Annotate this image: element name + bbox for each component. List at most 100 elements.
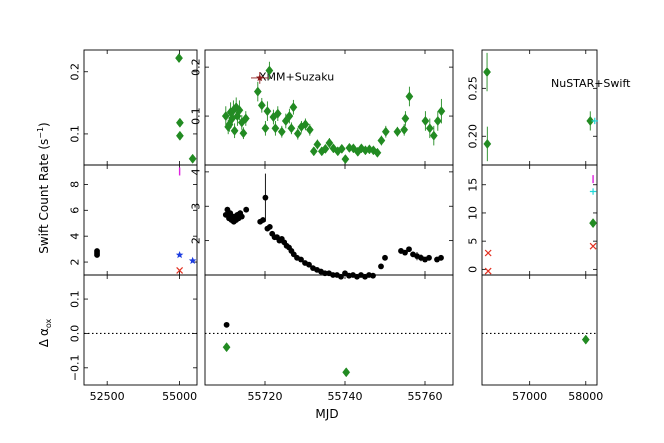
panel-frame-top-left: [83, 49, 198, 166]
y-tick-label: 0.1: [69, 125, 82, 143]
y-tick-label: 15: [467, 178, 480, 192]
y-tick-label: 0.0: [69, 325, 82, 343]
y-tick-label: 0: [467, 266, 480, 273]
data-point-top-mid-green: [305, 124, 314, 135]
data-point-bottom-mid-black: [223, 321, 230, 328]
data-point-top-mid-green: [321, 143, 330, 154]
y-tick-label: 2: [190, 237, 203, 244]
data-point-top-mid-green: [285, 111, 294, 122]
x-tick-label: 55720: [248, 390, 283, 403]
data-point-top-mid-green: [287, 123, 296, 134]
x-axis-label: MJD: [315, 407, 338, 421]
data-point-top-left-green: [175, 53, 183, 64]
chart-panels: 0.1 0.2 0.1 0.2 0.20 0.25 2 4 6 8 2 3 4 0 5 10 15 −0.1 0.0…: [69, 49, 603, 403]
data-point-top-mid-green: [433, 115, 442, 126]
data-point-top-mid-green: [309, 146, 318, 157]
data-point-top-mid-green: [235, 105, 244, 116]
annotation-label: NuSTAR+Swift: [551, 77, 631, 90]
data-point-top-right-green: [586, 115, 595, 126]
data-point-top-mid-green: [271, 123, 280, 134]
data-point-mid-mid-black: [238, 213, 245, 220]
y-tick-label: 0.1: [69, 290, 82, 308]
data-point-top-mid-green: [337, 143, 346, 154]
panel-frame-bottom-left: [83, 274, 198, 386]
data-point-mid-mid-black: [382, 254, 388, 261]
panel-frame-mid-right: [481, 164, 598, 276]
y-axis-label-count-rate-main: Swift Count Rate (s: [37, 139, 51, 254]
data-point-top-mid-green: [429, 130, 438, 141]
data-point-top-mid-green: [253, 86, 262, 97]
data-point-mid-left-red: [176, 267, 184, 274]
data-point-top-mid-green: [313, 139, 322, 150]
data-point-top-mid-green: [373, 147, 382, 158]
y-tick-label: 2: [69, 259, 82, 266]
data-point-top-right-green: [483, 67, 491, 78]
y-axis-label-delta: Δ: [37, 338, 51, 347]
y-tick-label: 6: [69, 207, 82, 214]
data-point-top-right-cyan: [591, 117, 598, 125]
data-point-mid-mid-black: [370, 272, 376, 279]
data-point-top-mid-green: [377, 135, 386, 146]
panel-frame-bottom-right: [481, 274, 598, 386]
data-point-mid-mid-black: [378, 263, 384, 270]
data-point-top-mid-green: [277, 126, 286, 137]
data-point-top-mid-darkred: [256, 73, 264, 82]
data-point-top-mid-green: [421, 115, 430, 126]
data-point-mid-mid-black: [306, 261, 312, 268]
data-point-top-mid-green: [289, 102, 298, 113]
y-tick-label: 0.1: [190, 107, 203, 125]
data-point-top-mid-green: [265, 65, 274, 76]
data-point-mid-mid-black: [402, 249, 408, 256]
data-point-bottom-mid-green: [222, 342, 231, 353]
data-point-mid-mid-black: [406, 246, 412, 253]
panel-frame-mid-left: [83, 164, 198, 276]
data-point-mid-left-black: [94, 248, 100, 254]
data-point-top-mid-green: [349, 143, 358, 154]
data-point-mid-mid-black: [243, 206, 250, 213]
y-axis-label-delta-alpha-ox: Δαox: [37, 318, 53, 347]
data-point-bottom-right-green: [581, 334, 590, 345]
data-point-mid-left-blue: [188, 256, 197, 264]
x-tick-label: 55000: [162, 390, 197, 403]
data-point-mid-right-red: [484, 267, 492, 275]
y-axis-label-count-rate-close: ): [37, 122, 51, 127]
data-point-mid-mid-black: [322, 270, 328, 277]
data-point-top-mid-green: [273, 108, 282, 119]
y-tick-label: −0.1: [69, 354, 82, 381]
data-point-mid-right-cyan: [589, 188, 597, 195]
x-tick-label: 52500: [90, 390, 125, 403]
panel-frame-top-right: [481, 49, 598, 166]
data-point-mid-right-red: [589, 242, 597, 250]
y-tick-label: 10: [467, 206, 480, 220]
x-tick-label: 57000: [512, 390, 547, 403]
y-axis-label-count-rate-exponent: −1: [36, 127, 45, 139]
data-point-top-left-green: [175, 130, 184, 141]
x-tick-label: 55760: [408, 390, 443, 403]
data-point-mid-mid-black: [262, 194, 269, 201]
data-point-top-mid-green: [301, 119, 310, 130]
data-point-bottom-mid-green: [342, 367, 351, 378]
data-point-top-left-green: [175, 117, 184, 128]
y-axis-label-alpha: α: [37, 328, 51, 336]
y-tick-label: 3: [190, 203, 203, 210]
data-point-top-mid-green: [437, 106, 446, 117]
panel-frame-bottom-mid: [204, 274, 454, 386]
data-point-mid-mid-black: [338, 273, 344, 280]
y-tick-label: 5: [467, 238, 480, 245]
data-point-top-left-green: [188, 153, 197, 164]
data-point-mid-mid-black: [266, 223, 273, 230]
y-tick-label: 0.20: [467, 124, 480, 149]
data-point-top-mid-green: [261, 123, 270, 134]
data-point-mid-mid-black: [438, 254, 444, 261]
data-point-top-mid-green: [405, 91, 414, 102]
data-point-top-mid-green: [369, 145, 378, 156]
data-point-top-right-green: [483, 138, 492, 149]
data-point-top-mid-green: [400, 124, 409, 135]
data-point-mid-mid-black: [260, 217, 266, 223]
data-point-top-mid-green: [241, 113, 250, 124]
data-point-top-mid-green: [393, 126, 402, 137]
x-tick-label: 58000: [568, 390, 603, 403]
y-tick-label: 0.2: [190, 58, 203, 76]
data-point-top-mid-green: [381, 126, 390, 137]
